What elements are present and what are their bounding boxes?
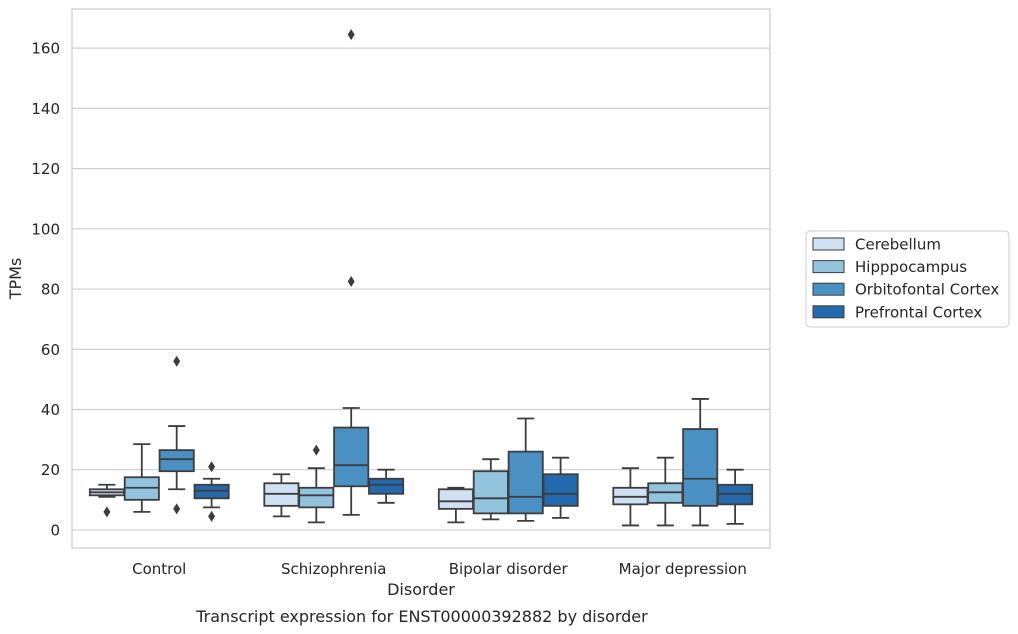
- box-body: [507, 450, 544, 515]
- y-axis-label: TPMs: [6, 258, 25, 301]
- box-body: [298, 486, 335, 509]
- x-axis-label: Disorder: [387, 580, 455, 599]
- box-prefrontal-cortex-3: [717, 468, 754, 525]
- y-tick-label: 20: [41, 461, 60, 479]
- box-hipppocampus-2: [472, 458, 509, 521]
- outlier-point: [173, 355, 181, 367]
- x-tick-label: Major depression: [619, 560, 747, 578]
- box-orbitofontal-cortex-3: [682, 398, 719, 527]
- outlier-point: [347, 276, 355, 288]
- box-cerebellum-1: [263, 473, 300, 518]
- box-hipppocampus-3: [647, 456, 684, 527]
- y-tick-label: 160: [31, 40, 60, 58]
- box-body: [333, 426, 370, 488]
- outlier-point: [312, 444, 320, 456]
- y-tick-label: 60: [41, 341, 60, 359]
- outlier-point: [208, 510, 216, 522]
- legend-swatch: [812, 282, 845, 296]
- outlier-point: [347, 29, 355, 41]
- chart-title: Transcript expression for ENST0000039288…: [195, 607, 648, 626]
- outlier-point: [208, 461, 216, 473]
- y-tick-label: 100: [31, 220, 60, 238]
- box-hipppocampus-1: [298, 444, 335, 524]
- y-tick-label: 40: [41, 401, 60, 419]
- plot-frame: [71, 8, 771, 549]
- x-tick-label: Control: [132, 560, 186, 578]
- box-cerebellum-3: [612, 467, 649, 527]
- legend: Cerebellum Hipppocampus Orbitofontal Corte…: [805, 230, 1010, 328]
- box-body: [472, 470, 509, 515]
- box-body: [158, 449, 195, 473]
- y-tick-label: 80: [41, 281, 60, 299]
- legend-swatch: [812, 237, 845, 251]
- box-body: [368, 477, 405, 495]
- box-orbitofontal-cortex-0: [158, 355, 195, 515]
- x-tick-label: Bipolar disorder: [449, 560, 569, 578]
- legend-frame: [805, 230, 1010, 328]
- box-prefrontal-cortex-1: [368, 468, 405, 504]
- legend-entry-label: Cerebellum: [855, 236, 941, 254]
- legend-entry-label: Orbitofontal Cortex: [855, 281, 999, 299]
- box-cerebellum-2: [437, 486, 474, 524]
- legend-swatch: [812, 260, 845, 274]
- outlier-point: [173, 503, 181, 515]
- legend-entry-label: Hipppocampus: [855, 258, 967, 276]
- box-orbitofontal-cortex-1: [333, 29, 370, 516]
- legend-entry-label: Prefrontal Cortex: [855, 303, 982, 321]
- plot-area: [88, 29, 754, 527]
- box-prefrontal-cortex-2: [542, 456, 579, 519]
- box-orbitofontal-cortex-2: [507, 417, 544, 522]
- y-tick-label: 120: [31, 160, 60, 178]
- x-tick-labels: Control Schizophrenia Bipolar disorder Majo…: [132, 560, 747, 578]
- y-tick-labels: 0 20 40 60 80 100 120 140 160: [31, 40, 60, 540]
- box-body: [542, 473, 579, 507]
- outlier-point: [103, 506, 111, 518]
- box-body: [437, 488, 474, 510]
- box-cerebellum-0: [88, 483, 125, 518]
- legend-swatch: [812, 305, 845, 319]
- y-tick-label: 140: [31, 100, 60, 118]
- x-tick-label: Schizophrenia: [281, 560, 386, 578]
- box-body: [682, 428, 719, 507]
- box-prefrontal-cortex-0: [193, 461, 230, 522]
- box-hipppocampus-0: [123, 443, 160, 513]
- y-tick-label: 0: [50, 521, 60, 539]
